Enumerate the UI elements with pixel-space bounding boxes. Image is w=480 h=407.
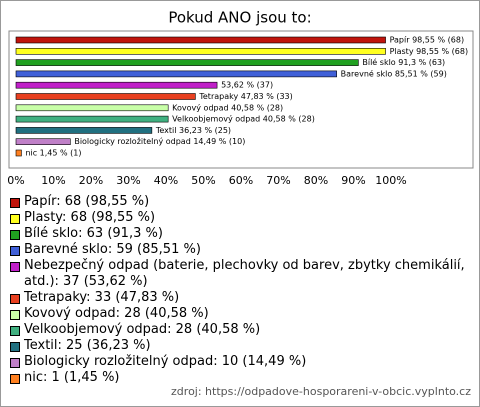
x-tick-label: 90%	[341, 174, 365, 187]
legend-label: Textil: 25 (36,23 %)	[24, 338, 151, 353]
legend: Papír: 68 (98,55 %) Plasty: 68 (98,55 %) B…	[9, 194, 475, 386]
legend-swatch	[10, 198, 20, 208]
legend-label: Biologicky rozložitelný odpad: 10 (14,49…	[24, 354, 307, 369]
legend-item: Kovový odpad: 28 (40,58 %)	[9, 306, 475, 322]
legend-swatch	[10, 294, 20, 304]
legend-swatch	[10, 230, 20, 240]
legend-item: Bílé sklo: 63 (91,3 %)	[9, 226, 475, 242]
legend-label: Bílé sklo: 63 (91,3 %)	[24, 226, 163, 241]
legend-label: Tetrapaky: 33 (47,83 %)	[24, 290, 180, 305]
x-tick-label: 100%	[375, 174, 406, 187]
bar	[15, 127, 153, 134]
x-tick-label: 10%	[41, 174, 65, 187]
x-tick-label: 70%	[266, 174, 290, 187]
x-tick-label: 50%	[191, 174, 215, 187]
chart-title: Pokud ANO jsou to:	[168, 9, 311, 27]
legend-swatch	[10, 358, 20, 368]
legend-item: Papír: 68 (98,55 %)	[9, 194, 475, 210]
source: zdroj: https://odpadove-hosporareni-v-ob…	[171, 385, 471, 398]
x-tick-label: 80%	[304, 174, 328, 187]
bar	[15, 81, 218, 89]
data-label: Bílé sklo 91,3 % (63)	[362, 57, 445, 67]
legend-item: Plasty: 68 (98,55 %)	[9, 210, 475, 226]
legend-swatch	[10, 310, 20, 320]
bar	[15, 149, 22, 157]
legend-label: Kovový odpad: 28 (40,58 %)	[24, 306, 209, 321]
legend-item: nic: 1 (1,45 %)	[9, 370, 475, 386]
legend-swatch	[10, 262, 20, 272]
x-tick-label: 60%	[229, 174, 253, 187]
bar	[15, 138, 71, 145]
legend-swatch	[10, 214, 20, 224]
data-label: Velkoobjemový odpad 40,58 % (28)	[172, 115, 315, 124]
data-label: Kovový odpad 40,58 % (28)	[172, 103, 283, 112]
data-label: Plasty 98,55 % (68)	[390, 47, 469, 56]
bar	[15, 47, 386, 55]
x-tick-label: 20%	[79, 174, 103, 187]
data-label: Barevné sklo 85,51 % (59)	[341, 68, 447, 78]
legend-swatch	[10, 326, 20, 336]
x-tick-label: 0%	[7, 174, 24, 187]
legend-item: Textil: 25 (36,23 %)	[9, 338, 475, 354]
bar	[15, 115, 169, 123]
data-label: Papír 98,55 % (68)	[390, 36, 465, 45]
legend-label: Plasty: 68 (98,55 %)	[24, 210, 156, 225]
bar	[15, 36, 386, 44]
legend-label: Nebezpečný odpad (baterie, plechovky od …	[24, 258, 465, 289]
data-label: Tetrapaky 47,83 % (33)	[198, 92, 292, 101]
legend-swatch	[10, 246, 20, 256]
bar	[15, 70, 337, 78]
x-tick-label: 30%	[116, 174, 140, 187]
legend-label: Barevné sklo: 59 (85,51 %)	[24, 242, 201, 257]
x-tick-label: 40%	[154, 174, 178, 187]
legend-item: Tetrapaky: 33 (47,83 %)	[9, 290, 475, 306]
legend-label: Papír: 68 (98,55 %)	[24, 194, 150, 209]
legend-item: Biologicky rozložitelný odpad: 10 (14,49…	[9, 354, 475, 370]
legend-label: Velkoobjemový odpad: 28 (40,58 %)	[24, 322, 261, 337]
legend-swatch	[10, 374, 20, 384]
data-label: Biologicky rozložitelný odpad 14,49 % (1…	[74, 137, 245, 146]
data-label: 53,62 % (37)	[221, 81, 273, 90]
legend-item: Barevné sklo: 59 (85,51 %)	[9, 242, 475, 258]
bar	[15, 104, 169, 112]
data-label: nic 1,45 % (1)	[25, 149, 81, 158]
bar	[15, 93, 196, 100]
legend-swatch	[10, 342, 20, 352]
legend-item: Nebezpečný odpad (baterie, plechovky od …	[9, 258, 475, 290]
legend-item: Velkoobjemový odpad: 28 (40,58 %)	[9, 322, 475, 338]
data-label: Textil 36,23 % (25)	[155, 126, 231, 135]
bar	[15, 59, 359, 66]
legend-label: nic: 1 (1,45 %)	[24, 370, 120, 385]
plot: Papír 98,55 % (68) Plasty 98,55 % (68)Bíl…	[15, 36, 469, 158]
chart: Pokud ANO jsou to: Papír 98,55 % (68) Pla…	[7, 9, 474, 187]
